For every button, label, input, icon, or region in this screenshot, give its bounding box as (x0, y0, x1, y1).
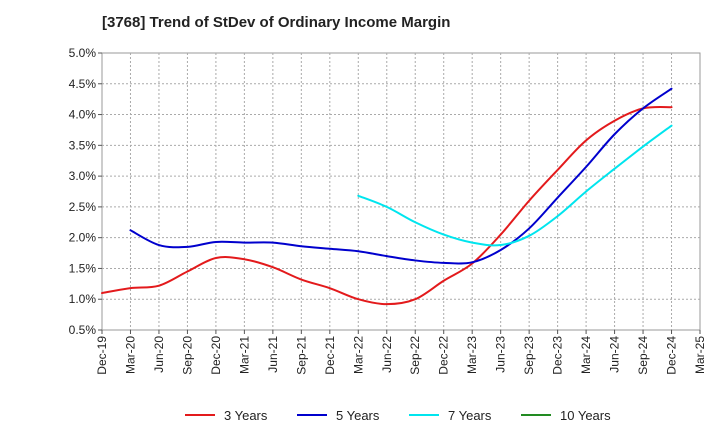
x-tick-label: Jun-24 (608, 336, 622, 373)
x-tick-label: Dec-24 (665, 336, 679, 375)
y-tick-label: 2.0% (69, 231, 97, 245)
x-tick-label: Dec-22 (437, 336, 451, 375)
legend-label-7-years: 7 Years (448, 408, 492, 423)
legend-label-5-years: 5 Years (336, 408, 380, 423)
series-line-3-years (101, 106, 673, 306)
x-tick-label: Dec-21 (323, 336, 337, 375)
y-tick-label: 2.5% (69, 200, 97, 214)
y-tick-label: 4.5% (69, 77, 97, 91)
y-tick-label: 1.0% (69, 292, 97, 306)
x-tick-label: Mar-24 (579, 336, 593, 374)
legend-label-10-years: 10 Years (560, 408, 611, 423)
x-tick-label: Mar-25 (693, 336, 707, 374)
plot-area (101, 52, 701, 331)
x-tick-label: Mar-22 (351, 336, 365, 374)
x-tick-label: Dec-19 (95, 336, 109, 375)
x-tick-label: Mar-23 (465, 336, 479, 374)
y-tick-label: 4.0% (69, 108, 97, 122)
series-line-5-years (129, 87, 673, 265)
x-tick-label: Jun-20 (152, 336, 166, 373)
y-axis-ticks: 0.5% 1.0% 1.5% 2.0% 2.5% 3.0% 3.5% 4.0% 4.5% 5.0% (69, 46, 102, 337)
x-tick-label: Sep-21 (294, 336, 308, 375)
chart-title: [3768] Trend of StDev of Ordinary Income… (102, 14, 451, 31)
x-tick-label: Mar-20 (123, 336, 137, 374)
series-line-7-years (357, 124, 673, 247)
x-tick-label: Sep-24 (636, 336, 650, 375)
legend-label-3-years: 3 Years (224, 408, 268, 423)
x-tick-label: Sep-22 (408, 336, 422, 375)
x-tick-label: Sep-20 (180, 336, 194, 375)
y-tick-label: 3.0% (69, 169, 97, 183)
x-axis-ticks: Dec-19 Mar-20 Jun-20 Sep-20 Dec-20 Mar-21 Jun-… (95, 330, 707, 375)
x-tick-label: Dec-23 (551, 336, 565, 375)
x-tick-label: Dec-20 (209, 336, 223, 375)
y-tick-label: 3.5% (69, 138, 97, 152)
x-tick-label: Jun-21 (266, 336, 280, 373)
y-tick-label: 5.0% (69, 46, 97, 60)
x-tick-label: Sep-23 (522, 336, 536, 375)
legend: 3 Years 5 Years 7 Years 10 Years (185, 408, 611, 423)
x-tick-label: Mar-21 (237, 336, 251, 374)
x-tick-label: Jun-22 (380, 336, 394, 373)
series-lines (101, 87, 673, 306)
y-tick-label: 1.5% (69, 261, 97, 275)
y-tick-label: 0.5% (69, 323, 97, 337)
x-tick-label: Jun-23 (494, 336, 508, 373)
